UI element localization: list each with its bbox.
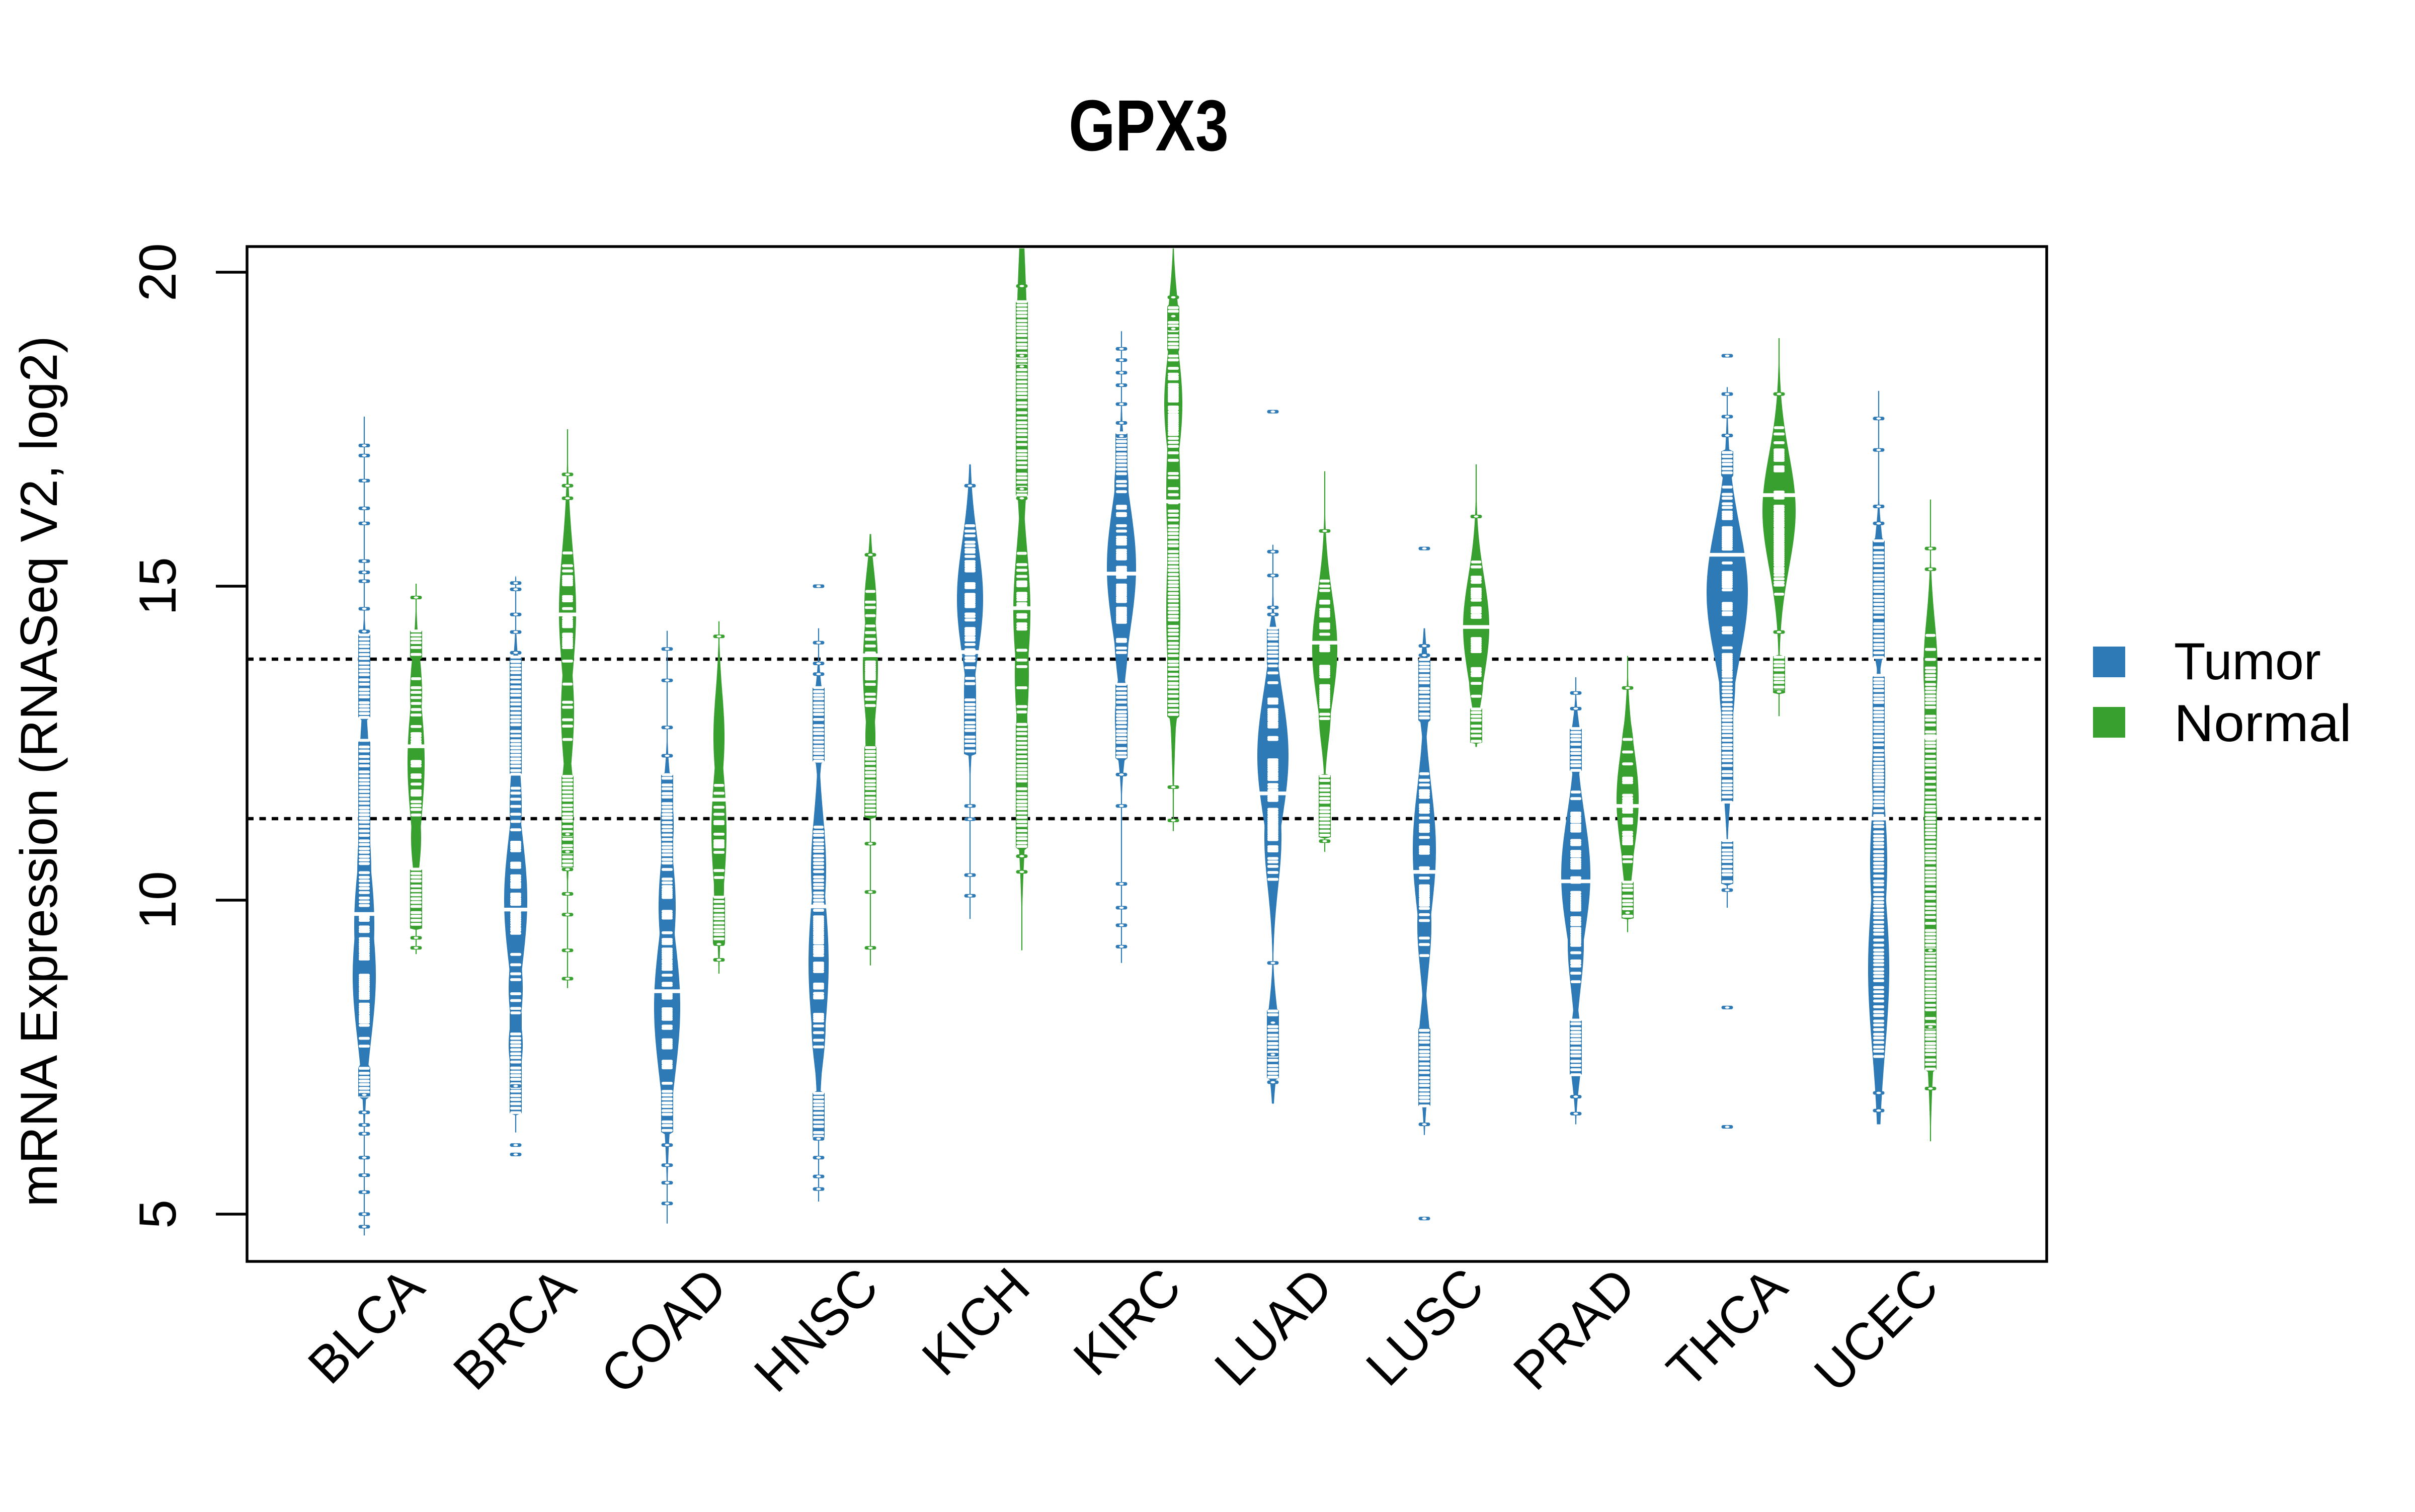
svg-text:Tumor: Tumor — [2174, 632, 2321, 691]
svg-text:10: 10 — [129, 871, 187, 929]
svg-text:GPX3: GPX3 — [1069, 85, 1229, 166]
svg-text:Normal: Normal — [2174, 694, 2352, 753]
svg-text:5: 5 — [129, 1200, 187, 1229]
svg-text:15: 15 — [129, 557, 187, 615]
svg-text:mRNA Expression (RNASeq V2, lo: mRNA Expression (RNASeq V2, log2) — [10, 336, 68, 1207]
svg-text:20: 20 — [129, 243, 187, 301]
